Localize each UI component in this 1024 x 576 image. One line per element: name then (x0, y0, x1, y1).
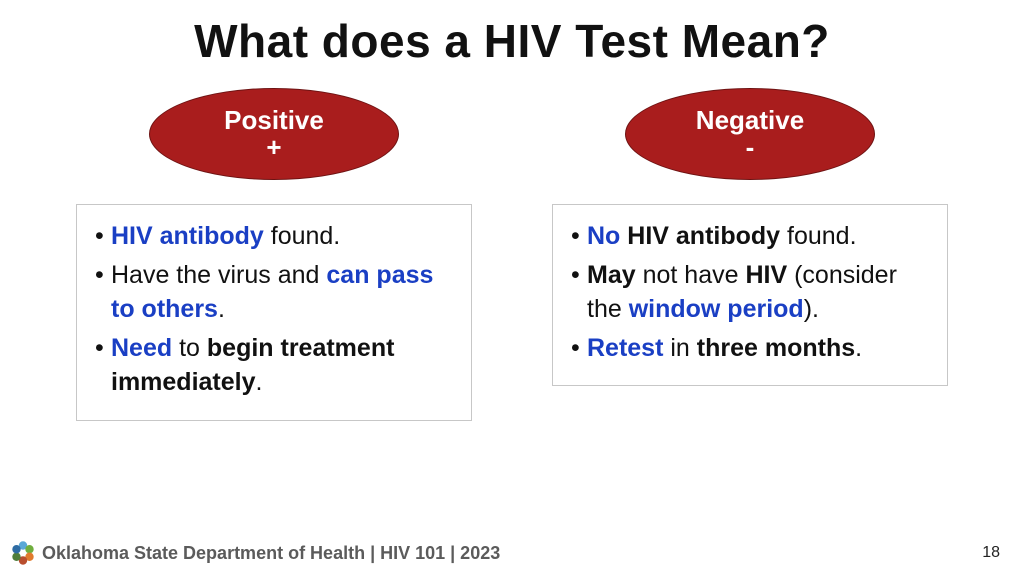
negative-label: Negative (696, 106, 804, 135)
negative-bullets: No HIV antibody found. May not have HIV (… (571, 219, 933, 365)
text-run: three months (697, 334, 855, 362)
positive-bullets: HIV antibody found. Have the virus and ca… (95, 219, 457, 400)
text-run: . (218, 295, 225, 323)
slide-title: What does a HIV Test Mean? (0, 0, 1024, 68)
bullet-item: Have the virus and can pass to others. (95, 258, 457, 327)
text-run: window period (629, 295, 804, 323)
footer: Oklahoma State Department of Health | HI… (0, 540, 1024, 566)
positive-box: HIV antibody found. Have the virus and ca… (76, 204, 472, 421)
page-number: 18 (982, 544, 1000, 562)
text-run: Have the virus and (111, 261, 326, 289)
negative-column: Negative - No HIV antibody found. May not… (550, 88, 950, 421)
positive-label: Positive (224, 106, 324, 135)
positive-symbol: + (266, 133, 281, 162)
bullet-item: HIV antibody found. (95, 219, 457, 254)
columns-container: Positive + HIV antibody found. Have the v… (0, 88, 1024, 421)
bullet-item: Retest in three months. (571, 331, 933, 366)
text-run: found. (264, 222, 340, 250)
text-run: Need (111, 334, 172, 362)
text-run: May (587, 261, 636, 289)
text-run: found. (780, 222, 856, 250)
text-run: No (587, 222, 620, 250)
text-run: . (855, 334, 862, 362)
bullet-item: No HIV antibody found. (571, 219, 933, 254)
text-run: ). (804, 295, 819, 323)
text-run: HIV antibody (627, 222, 780, 250)
negative-ellipse: Negative - (625, 88, 875, 180)
text-run: not have (636, 261, 746, 289)
text-run: HIV (745, 261, 787, 289)
positive-column: Positive + HIV antibody found. Have the v… (74, 88, 474, 421)
text-run: Retest (587, 334, 663, 362)
negative-symbol: - (746, 133, 755, 162)
footer-text: Oklahoma State Department of Health | HI… (42, 543, 500, 564)
footer-left: Oklahoma State Department of Health | HI… (10, 540, 500, 566)
text-run: in (663, 334, 696, 362)
text-run: to (172, 334, 207, 362)
positive-ellipse: Positive + (149, 88, 399, 180)
bullet-item: Need to begin treatment immediately. (95, 331, 457, 400)
logo-icon (10, 540, 36, 566)
text-run: . (256, 368, 263, 396)
text-run: HIV antibody (111, 222, 264, 250)
bullet-item: May not have HIV (consider the window pe… (571, 258, 933, 327)
negative-box: No HIV antibody found. May not have HIV (… (552, 204, 948, 386)
